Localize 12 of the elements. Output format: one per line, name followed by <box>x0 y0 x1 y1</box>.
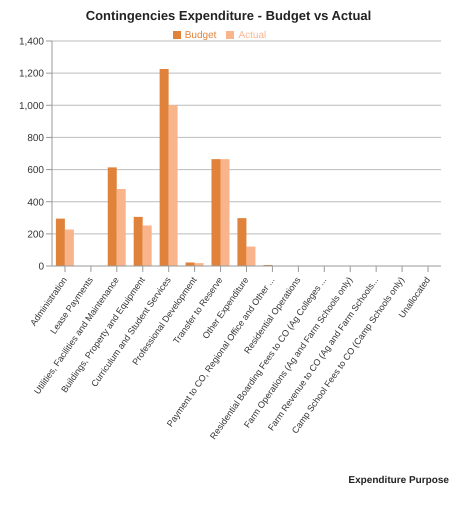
y-tick-label: 200 <box>27 229 44 240</box>
chart-title: Contingencies Expenditure - Budget vs Actual <box>84 8 372 25</box>
y-tick-label: 1,200 <box>18 68 44 80</box>
legend-label: Budget <box>184 30 216 41</box>
x-axis-title: Expenditure Purpose <box>347 475 449 486</box>
y-tick-label: 1,400 <box>18 36 44 48</box>
y-tick-label: 0 <box>38 262 44 273</box>
y-tick-label: 800 <box>27 132 44 144</box>
y-tick-label: 400 <box>27 197 44 208</box>
legend-label: Actual <box>238 30 266 41</box>
y-tick-label: 600 <box>27 165 44 176</box>
y-tick-label: 1,000 <box>18 100 44 112</box>
